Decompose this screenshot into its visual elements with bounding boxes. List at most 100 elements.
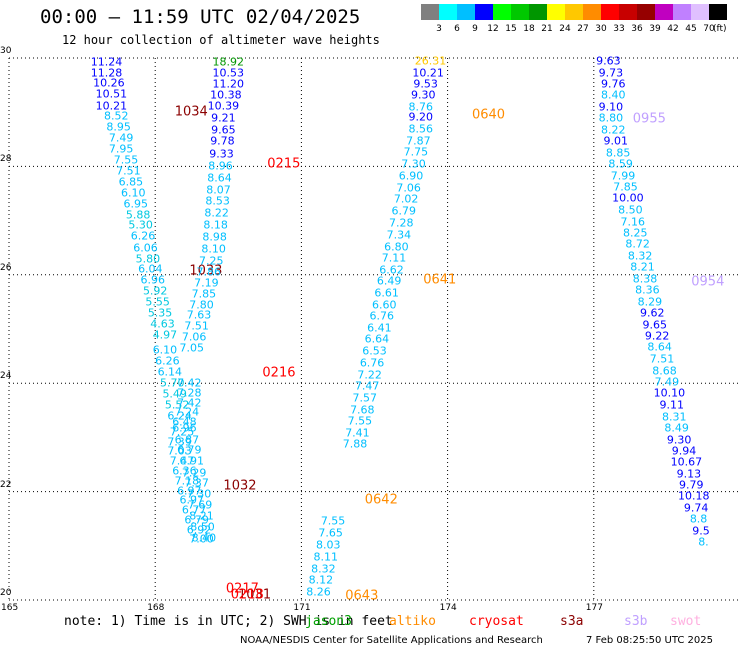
track-label-0642: 0642 [364,492,398,508]
wave-height-value: 7.06 [181,330,207,344]
color-scale-label: 27 [577,24,589,34]
satellite-legend-jason3: jason3 [305,614,352,629]
wave-height-value: 7.75 [403,145,429,159]
wave-height-value: 9.65 [211,123,236,137]
wave-height-value: 9.79 [679,478,704,492]
wave-height-value: 8.72 [625,237,650,251]
color-swatch [529,4,547,20]
wave-height-value: 8.53 [205,194,230,208]
wave-height-value: 7.69 [187,498,213,512]
wave-height-value: 8.98 [202,230,227,244]
wave-height-value: 8.64 [647,340,672,354]
color-swatch [421,4,439,20]
wave-height-value: 7.88 [342,437,368,451]
satellite-legend-swot: swot [670,614,702,629]
wave-height-value: 18.92 [212,55,245,69]
wave-height-value: 8.59 [608,157,633,171]
wave-height-value: 8.12 [308,573,334,587]
wave-height-value: 8.38 [632,272,658,286]
track-label-1032: 1032 [223,478,257,494]
track-label-0643: 0643 [345,588,379,604]
wave-height-value: 9.22 [644,329,670,343]
wave-height-value: 9.74 [683,501,709,515]
color-swatch [709,4,727,20]
wave-height-value: 8.03 [315,538,341,552]
color-scale-label: 6 [454,24,460,34]
wave-height-value: 7.25 [198,254,224,268]
wave-height-value: 7.49 [108,131,134,145]
wave-height-value: 7.02 [393,192,419,206]
satellite-legend-altiko: altiko [389,614,436,629]
wave-height-value: 11.20 [212,77,245,91]
color-scale-label: 12 [487,24,499,34]
wave-height-value: 4.97 [152,328,178,342]
wave-height-value: 7.16 [620,215,646,229]
wave-height-value: 4.63 [150,317,175,331]
track-label-0640: 0640 [471,107,506,123]
wave-height-value: 6.53 [362,344,387,358]
wave-height-value: 7.28 [177,386,202,400]
wave-height-value: 9.63 [596,54,621,68]
page-title: 00:00 – 11:59 UTC 02/04/2025 [40,6,361,28]
color-swatch [493,4,511,20]
wave-height-value: 11.28 [90,66,123,80]
lon-tick-label: 171 [293,603,311,613]
wave-height-value: 8.68 [652,364,677,378]
wave-height-value: 8.18 [203,218,228,232]
wave-height-value: 7.30 [186,487,212,501]
wave-height-value: 7.00 [189,532,214,546]
lat-tick-label: 22 [0,479,12,490]
wave-height-value: 6.96 [140,273,166,287]
color-swatch [475,4,493,20]
wave-height-value: 6.10 [152,343,178,357]
wave-height-value: 9.01 [603,134,628,148]
wave-height-value: 8.95 [106,120,131,134]
color-swatch [439,4,457,20]
wave-height-value: 7.87 [406,134,431,148]
wave-height-value: 8.96 [208,159,233,173]
track-label-1031: 1031 [238,587,272,603]
wave-height-value: 9.13 [676,467,702,481]
wave-height-value: 6.97 [177,484,202,498]
wave-height-value: 5.52 [164,398,190,412]
wave-height-value: 5.70 [160,376,185,390]
wave-height-value: 6.36 [172,464,197,478]
wave-height-value: 6.96 [172,421,197,435]
wave-height-value: 7.63 [186,308,212,322]
wave-height-value: 9.62 [640,306,665,320]
wave-height-value: 6.24 [167,409,192,423]
wave-height-value: 7.55 [320,514,346,528]
wave-height-value: 9.30 [410,88,436,102]
track-label-0217: 0217 [225,581,259,597]
color-scale-label: 18 [523,24,535,34]
credit-line: NOAA/NESDIS Center for Satellite Applica… [240,635,543,646]
wave-height-value: 10.18 [677,489,710,503]
wave-height-value: 6.97 [179,493,205,507]
wave-height-value: 8.52 [103,109,129,123]
wave-height-value: 5.92 [142,284,168,298]
wave-height-value: 10.51 [95,87,128,101]
wave-height-value: 6.60 [371,298,397,312]
wave-height-value: 8.8 [689,512,708,526]
wave-height-value: 8.85 [605,146,631,160]
wave-height-value: 6.64 [364,332,390,346]
track-label-0216: 0216 [262,365,296,381]
wave-height-value: 7.34 [386,228,412,242]
color-swatch [601,4,619,20]
wave-height-value: 9.73 [598,66,624,80]
wave-height-value: 7.03 [167,444,192,458]
color-scale-label: 45 [685,24,697,34]
color-swatch [655,4,673,20]
track-label-0954: 0954 [691,274,725,290]
page-subtitle: 12 hour collection of altimeter wave hei… [62,33,380,47]
wave-height-value: 8.50 [190,520,215,534]
color-scale-label: 39 [649,24,661,34]
wave-height-value: 8.21 [630,260,655,274]
lat-tick-label: 20 [0,588,12,598]
wave-height-value: 9.78 [210,134,235,148]
color-scale-label: 70 [703,24,715,34]
wave-height-value: 7.55 [347,414,373,428]
generation-timestamp: 7 Feb 08:25:50 UTC 2025 [586,635,713,646]
wave-height-value: 8.29 [637,295,663,309]
wave-height-value: 6.61 [374,286,399,300]
